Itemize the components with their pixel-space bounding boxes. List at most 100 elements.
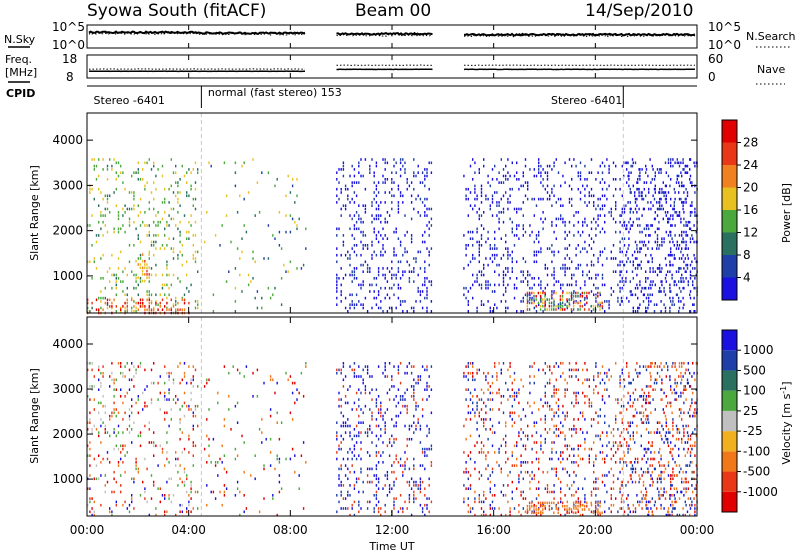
scatter-cell <box>376 435 377 438</box>
scatter-cell <box>173 382 174 385</box>
scatter-cell <box>387 178 388 181</box>
scatter-cell <box>476 428 477 431</box>
scatter-cell <box>144 162 145 165</box>
scatter-cell <box>683 428 684 431</box>
scatter-cell <box>237 487 238 490</box>
scatter-cell <box>420 464 421 467</box>
scatter-cell <box>468 388 469 391</box>
scatter-cell <box>573 295 574 298</box>
scatter-cell <box>676 369 677 372</box>
scatter-cell <box>540 308 541 311</box>
scatter-cell <box>415 198 416 201</box>
scatter-cell <box>157 303 158 306</box>
scatter-cell <box>487 478 488 481</box>
scatter-cell <box>146 299 147 302</box>
scatter-cell <box>376 234 377 237</box>
scatter-cell <box>127 305 128 308</box>
scatter-cell <box>626 251 627 254</box>
scatter-cell <box>118 218 119 221</box>
scatter-cell <box>422 398 423 401</box>
scatter-cell <box>562 502 563 505</box>
scatter-cell <box>538 512 539 515</box>
scatter-cell <box>398 461 399 464</box>
scatter-cell <box>235 162 236 165</box>
scatter-cell <box>615 421 616 424</box>
scatter-cell <box>113 478 114 481</box>
scatter-cell <box>555 308 556 311</box>
scatter-cell <box>124 501 125 504</box>
scatter-cell <box>626 168 627 171</box>
scatter-cell <box>266 438 267 441</box>
scatter-cell <box>343 497 344 500</box>
scatter-cell <box>645 287 646 290</box>
scatter-cell <box>376 195 377 198</box>
scatter-cell <box>531 435 532 438</box>
scatter-cell <box>144 211 145 214</box>
scatter-cell <box>639 231 640 234</box>
scatter-cell <box>693 415 694 418</box>
scatter-cell <box>487 175 488 178</box>
scatter-cell <box>527 505 528 508</box>
scatter-cell <box>157 487 158 490</box>
scatter-cell <box>540 435 541 438</box>
scatter-cell <box>660 388 661 391</box>
scatter-cell <box>107 165 108 168</box>
scatter-cell <box>142 305 143 308</box>
scatter-cell <box>426 504 427 507</box>
scatter-cell <box>341 491 342 494</box>
scatter-cell <box>168 478 169 481</box>
scatter-cell <box>476 211 477 214</box>
scatter-cell <box>551 244 552 247</box>
scatter-cell <box>382 228 383 231</box>
scatter-cell <box>261 431 262 434</box>
scatter-cell <box>665 310 666 313</box>
scatter-cell <box>529 508 530 511</box>
scatter-cell <box>571 484 572 487</box>
scatter-cell <box>131 362 132 365</box>
scatter-cell <box>615 204 616 207</box>
scatter-cell <box>682 507 683 510</box>
scatter-cell <box>518 188 519 191</box>
scatter-cell <box>385 181 386 184</box>
scatter-cell <box>692 303 693 306</box>
scatter-cell <box>171 158 172 161</box>
scatter-cell <box>270 379 271 382</box>
scatter-cell <box>226 214 227 217</box>
scatter-cell <box>575 507 576 510</box>
scatter-cell <box>679 431 680 434</box>
scatter-cell <box>140 305 141 308</box>
scatter-cell <box>658 221 659 224</box>
scatter-cell <box>600 451 601 454</box>
scatter-cell <box>360 241 361 244</box>
velocity-colorbar-swatch <box>722 472 737 492</box>
scatter-cell <box>693 412 694 415</box>
nsky-series-line <box>89 32 695 36</box>
scatter-cell <box>639 478 640 481</box>
scatter-cell <box>685 277 686 280</box>
scatter-cell <box>672 297 673 300</box>
scatter-cell <box>635 507 636 510</box>
scatter-cell <box>621 405 622 408</box>
scatter-cell <box>100 504 101 507</box>
scatter-cell <box>525 471 526 474</box>
scatter-cell <box>175 224 176 227</box>
scatter-cell <box>343 244 344 247</box>
scatter-cell <box>687 431 688 434</box>
scatter-cell <box>102 168 103 171</box>
scatter-cell <box>195 405 196 408</box>
scatter-cell <box>472 158 473 161</box>
scatter-cell <box>465 487 466 490</box>
scatter-cell <box>116 305 117 308</box>
scatter-cell <box>175 464 176 467</box>
scatter-cell <box>182 299 183 302</box>
scatter-cell <box>660 458 661 461</box>
scatter-cell <box>621 398 622 401</box>
scatter-cell <box>643 244 644 247</box>
scatter-cell <box>659 198 660 201</box>
velocity-colorbar-tick-label: -100 <box>743 444 770 458</box>
scatter-cell <box>584 395 585 398</box>
scatter-cell <box>365 297 366 300</box>
scatter-cell <box>690 438 691 441</box>
scatter-cell <box>188 237 189 240</box>
scatter-cell <box>523 385 524 388</box>
